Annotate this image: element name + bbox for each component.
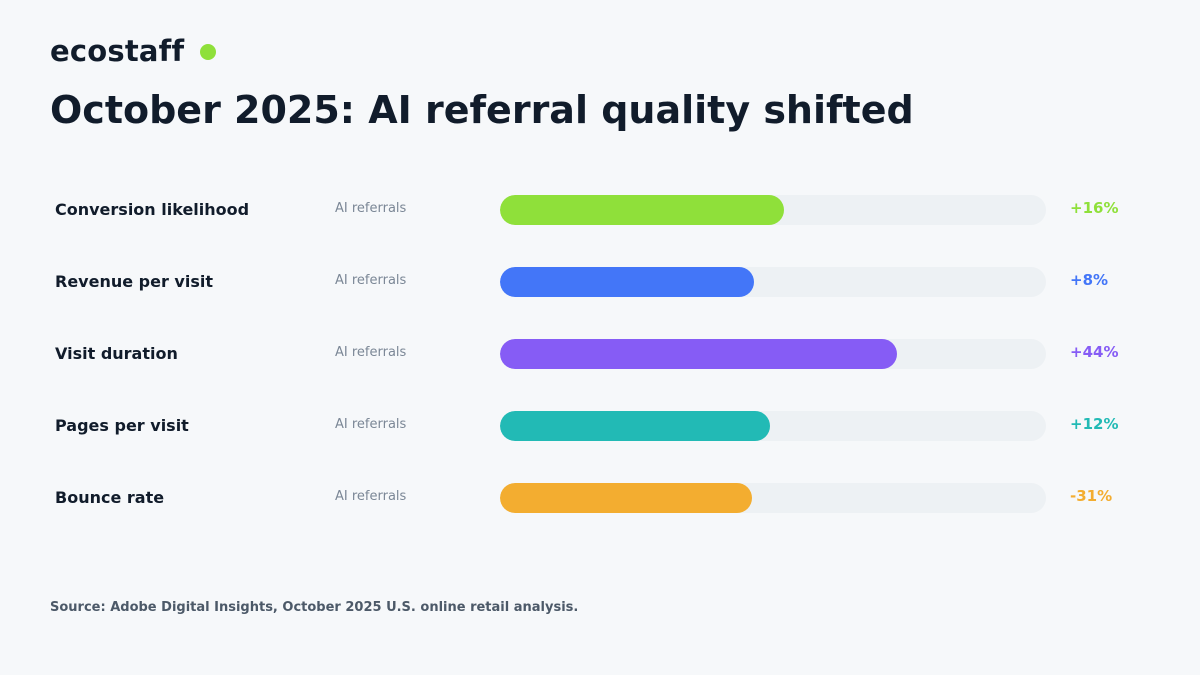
bar-row: Bounce rate AI referrals -31% [0, 461, 1200, 533]
bar-fill [500, 411, 770, 441]
value-label: +12% [1070, 415, 1119, 433]
bar-rows: Conversion likelihood AI referrals +16% Rev… [0, 173, 1200, 533]
series-label: AI referrals [335, 489, 407, 504]
value-label: +8% [1070, 271, 1109, 289]
brand-name: ecostaff [50, 34, 185, 68]
bar-track [500, 483, 1046, 513]
metric-label: Bounce rate [55, 488, 165, 507]
bar-fill [500, 195, 784, 225]
series-label: AI referrals [335, 201, 407, 216]
bar-track [500, 195, 1046, 225]
metric-label: Pages per visit [55, 416, 189, 435]
chart-title: October 2025: AI referral quality shifte… [50, 88, 914, 132]
bar-row: Pages per visit AI referrals +12% [0, 389, 1200, 461]
bar-track [500, 411, 1046, 441]
metric-label: Revenue per visit [55, 272, 213, 291]
bar-track [500, 339, 1046, 369]
bar-row: Conversion likelihood AI referrals +16% [0, 173, 1200, 245]
bar-fill [500, 339, 897, 369]
series-label: AI referrals [335, 417, 407, 432]
bar-row: Revenue per visit AI referrals +8% [0, 245, 1200, 317]
brand-dot-icon [200, 44, 217, 60]
series-label: AI referrals [335, 345, 407, 360]
series-label: AI referrals [335, 273, 407, 288]
value-label: +44% [1070, 343, 1119, 361]
bar-fill [500, 267, 754, 297]
source-note: Source: Adobe Digital Insights, October … [50, 600, 579, 615]
bar-row: Visit duration AI referrals +44% [0, 317, 1200, 389]
metric-label: Visit duration [55, 344, 178, 363]
brand: ecostaff [50, 34, 217, 68]
value-label: +16% [1070, 199, 1119, 217]
bar-fill [500, 483, 752, 513]
value-label: -31% [1070, 487, 1113, 505]
bar-track [500, 267, 1046, 297]
metric-label: Conversion likelihood [55, 200, 250, 219]
